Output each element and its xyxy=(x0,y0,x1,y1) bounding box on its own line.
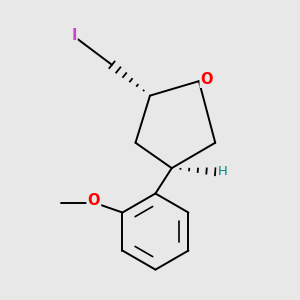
Text: O: O xyxy=(201,72,213,87)
Text: O: O xyxy=(88,193,100,208)
Text: I: I xyxy=(71,28,76,43)
Text: H: H xyxy=(218,164,227,178)
